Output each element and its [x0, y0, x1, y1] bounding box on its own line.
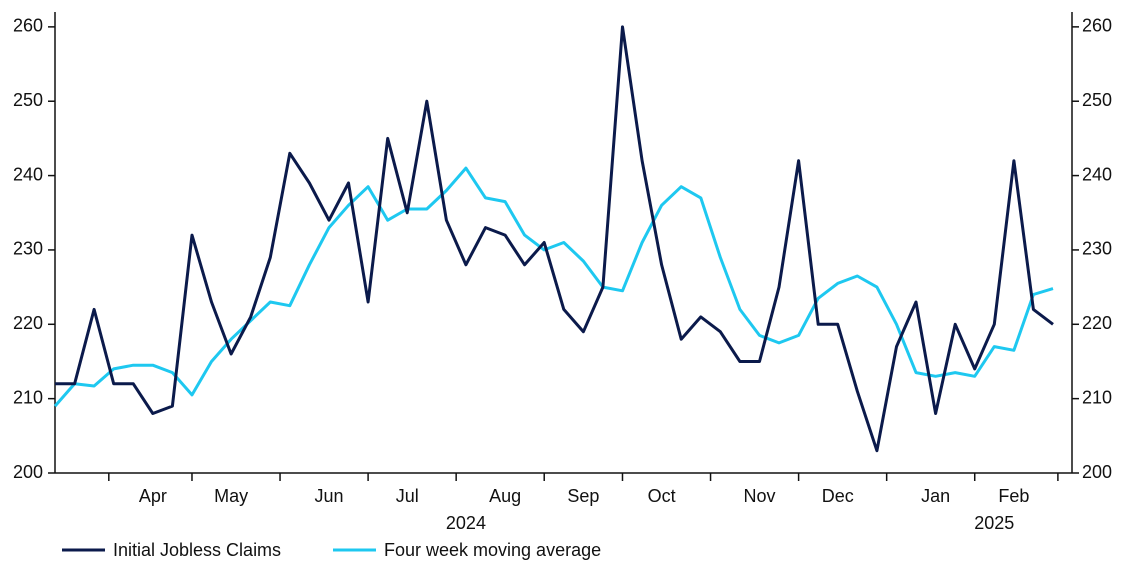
y-tick-label: 220 — [13, 313, 43, 333]
x-tick-label: May — [214, 486, 248, 506]
x-tick-label: Jun — [314, 486, 343, 506]
y2-tick-label: 240 — [1082, 164, 1112, 184]
y2-tick-label: 220 — [1082, 313, 1112, 333]
y2-tick-label: 260 — [1082, 16, 1112, 36]
y-tick-label: 230 — [13, 239, 43, 259]
y2-tick-label: 230 — [1082, 239, 1112, 259]
y-tick-label: 200 — [13, 462, 43, 482]
y2-tick-label: 210 — [1082, 387, 1112, 407]
year-label: 2025 — [974, 513, 1014, 533]
legend-label: Initial Jobless Claims — [113, 540, 281, 560]
y-tick-label: 250 — [13, 90, 43, 110]
series-line — [53, 166, 1054, 408]
y-tick-label: 240 — [13, 164, 43, 184]
x-tick-label: Sep — [567, 486, 599, 506]
x-tick-label: Jan — [921, 486, 950, 506]
x-tick-label: Oct — [648, 486, 676, 506]
legend-label: Four week moving average — [384, 540, 601, 560]
y2-tick-label: 250 — [1082, 90, 1112, 110]
y-tick-label: 210 — [13, 387, 43, 407]
x-tick-label: Apr — [139, 486, 167, 506]
y2-tick-label: 200 — [1082, 462, 1112, 482]
year-label: 2024 — [446, 513, 486, 533]
y-tick-label: 260 — [13, 16, 43, 36]
x-tick-label: Aug — [489, 486, 521, 506]
series-line — [55, 25, 1054, 453]
x-tick-label: Nov — [743, 486, 775, 506]
x-tick-label: Dec — [822, 486, 854, 506]
x-tick-label: Jul — [396, 486, 419, 506]
x-tick-label: Feb — [998, 486, 1029, 506]
